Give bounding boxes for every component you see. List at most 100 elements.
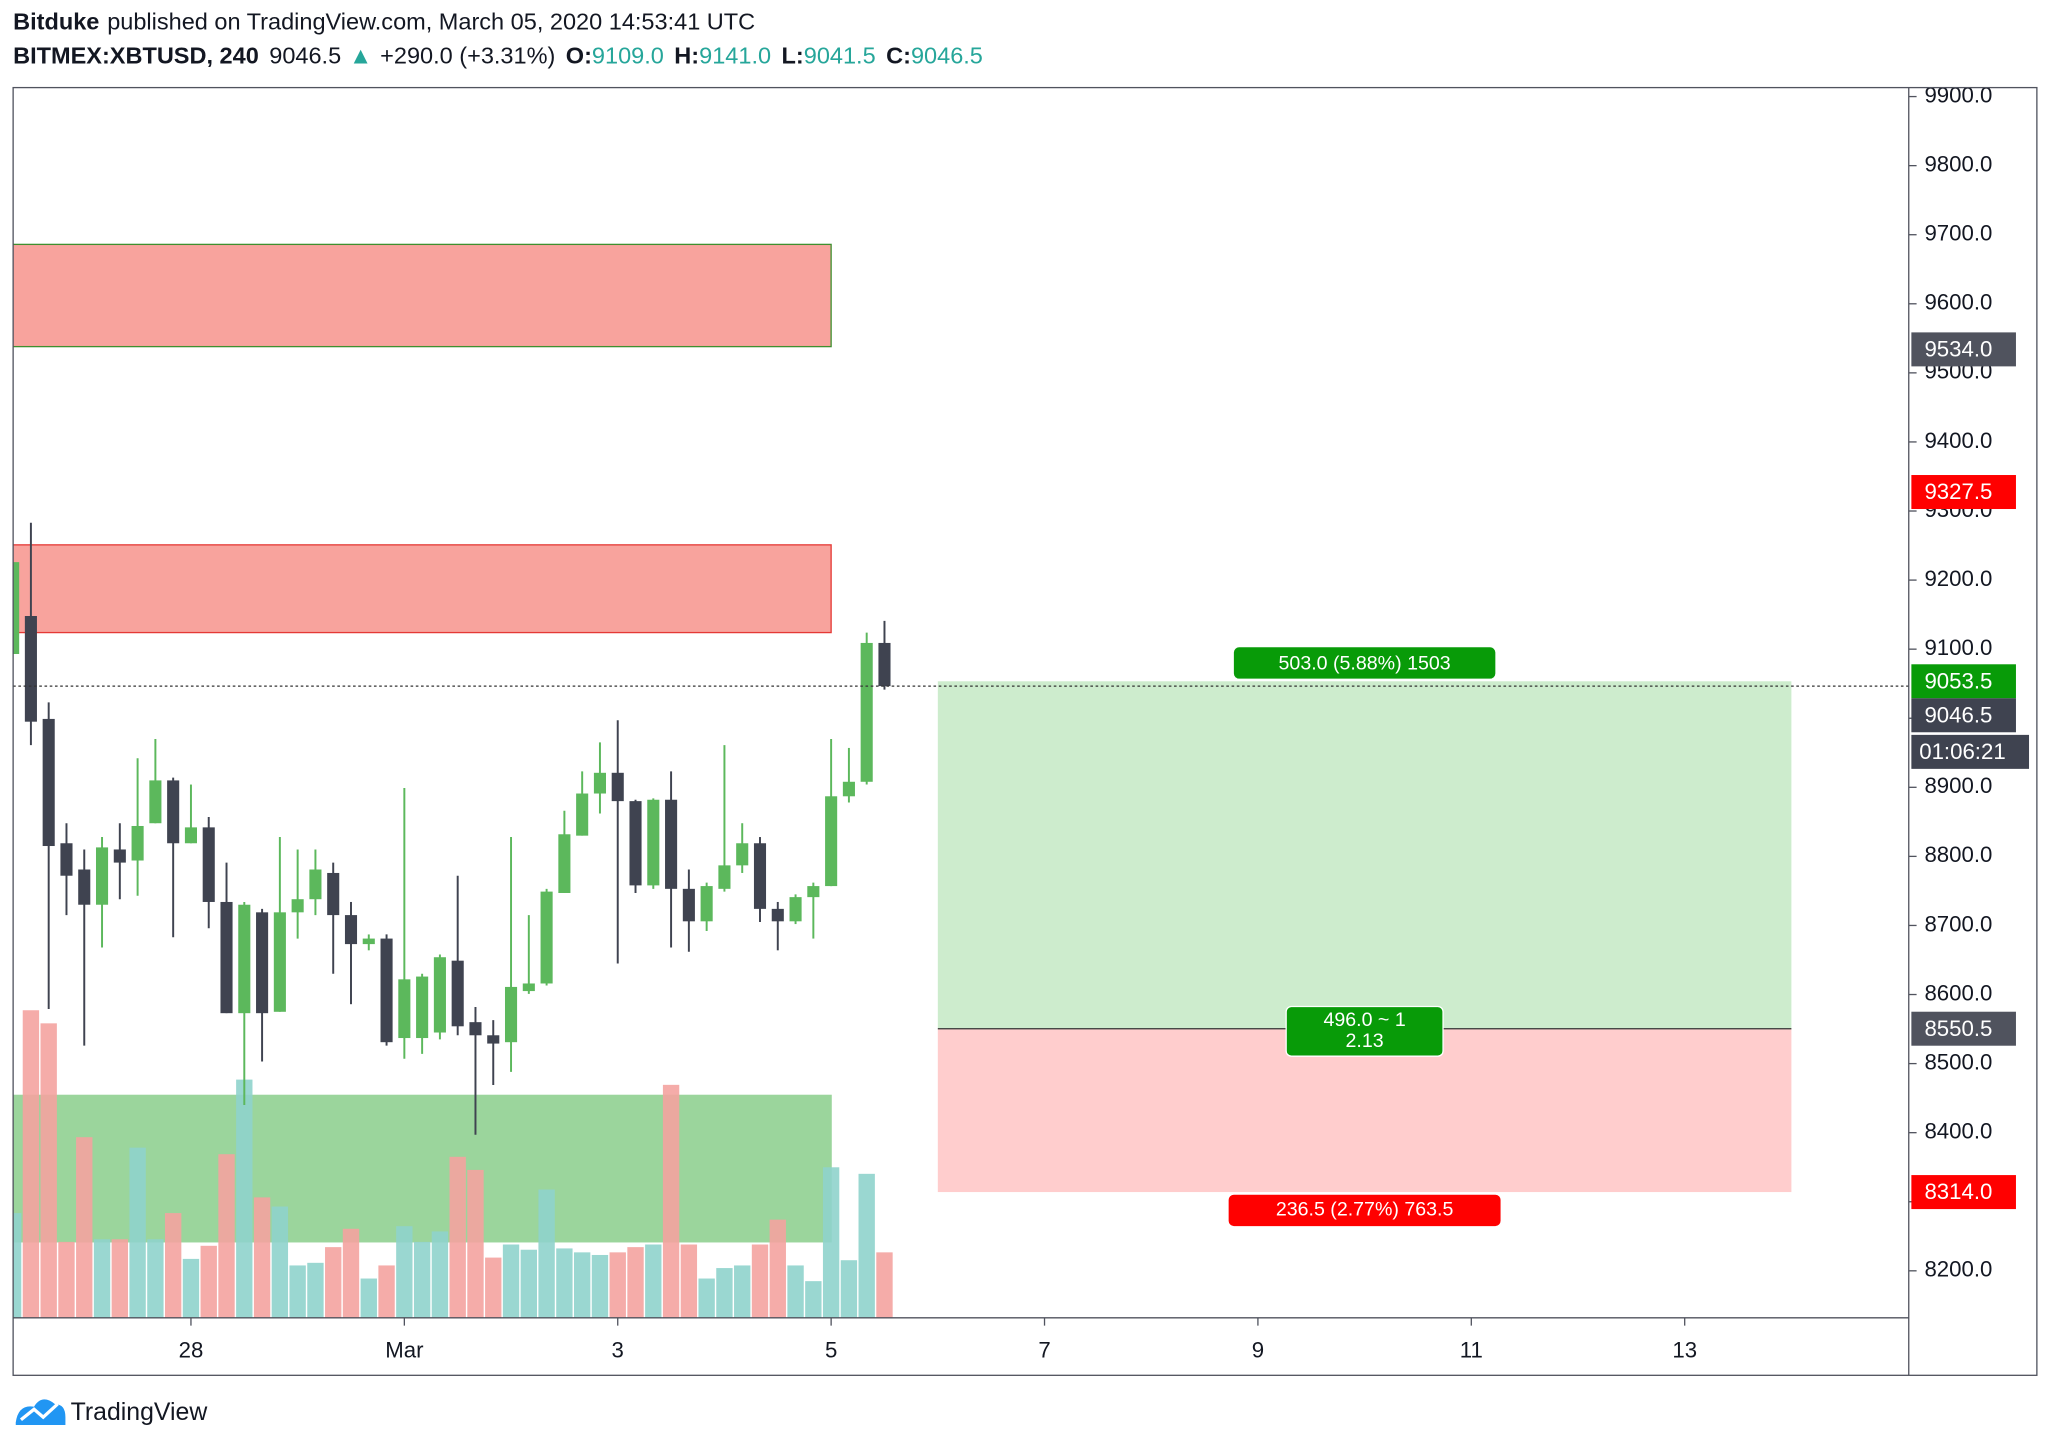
volume-bar: [627, 1247, 644, 1318]
stop-label-box: [1228, 1194, 1501, 1227]
volume-bar: [22, 1010, 40, 1318]
x-tick-label: 5: [825, 1338, 837, 1363]
candle-body: [665, 799, 678, 889]
candle-body: [42, 718, 55, 847]
candle-body: [522, 983, 535, 992]
volume-bar: [164, 1213, 182, 1318]
price-marker: [1911, 475, 2016, 510]
candle-body: [753, 843, 767, 909]
volume-bar: [13, 1213, 22, 1318]
candle-body: [718, 865, 731, 889]
zone: [13, 243, 832, 348]
last: 9046.5: [269, 43, 341, 69]
ratio-label-box: [1285, 1005, 1444, 1057]
volume-bar: [360, 1278, 377, 1318]
candle-body: [95, 847, 109, 905]
volume-bar: [253, 1197, 271, 1318]
volume-bar: [236, 1079, 253, 1318]
logo: [15, 1399, 66, 1425]
volume-bar: [698, 1278, 715, 1318]
candle-body: [593, 772, 606, 794]
candle-body: [13, 562, 20, 654]
candle-body: [202, 827, 215, 902]
volume-bar: [40, 1023, 57, 1318]
ohlc-value: 9141.0: [699, 43, 771, 69]
header-line-2: BITMEX:XBTUSD, 240 9046.5 ▲ +290.0 (+3.31%)…: [13, 43, 983, 69]
ohlc-label: O:: [566, 43, 592, 69]
ohlc-label: C:: [886, 43, 911, 69]
volume-bar: [822, 1167, 840, 1318]
x-tick-label: 11: [1460, 1338, 1483, 1363]
header-line-1: Bitduke published on TradingView.com, Mar…: [13, 9, 755, 35]
volume-bar: [485, 1257, 502, 1318]
candle-body: [700, 886, 713, 922]
candle-body: [362, 938, 375, 945]
target-label: 503.0 (5.88%) 1503: [1279, 652, 1451, 674]
volume-bar: [342, 1228, 360, 1318]
y-tick-label: 8700.0: [1924, 911, 1992, 936]
candle-body: [611, 772, 624, 802]
candle-body: [842, 781, 855, 797]
frame: [12, 86, 2038, 1376]
candle-body: [451, 960, 464, 1027]
candle-body: [184, 827, 197, 844]
volume-bar: [805, 1281, 822, 1318]
price-marker-label: 8314.0: [1924, 1179, 1992, 1204]
volume-bar: [307, 1262, 324, 1318]
y-tick-label: 8800.0: [1924, 842, 1992, 867]
candle-body: [149, 780, 162, 824]
y-tick-label: 9400.0: [1924, 428, 1992, 453]
zone: [13, 1094, 832, 1243]
y-tick-label: 8500.0: [1924, 1049, 1992, 1074]
candle-body: [60, 843, 73, 876]
volume-bar: [645, 1244, 662, 1318]
price-marker: [1911, 664, 2016, 699]
volume-bar: [662, 1084, 680, 1318]
candle-body: [558, 834, 571, 893]
x-tick-label: Mar: [385, 1338, 424, 1363]
volume-bar: [129, 1147, 146, 1318]
candle-body: [540, 891, 553, 984]
logo-cloud: [15, 1399, 66, 1425]
change: +290.0 (+3.31%): [380, 43, 555, 69]
volume-bar: [502, 1244, 520, 1318]
y-tick-label: 8200.0: [1924, 1257, 1992, 1282]
candle-body: [682, 888, 695, 922]
candle-body: [789, 897, 802, 922]
candle-body: [504, 986, 518, 1043]
candle-body: [771, 908, 784, 922]
price-marker: [1911, 332, 2016, 367]
candle-body: [238, 904, 251, 1014]
y-tick-label: 9900.0: [1924, 82, 1992, 107]
position-profit: [937, 681, 1792, 1029]
candle-body: [291, 899, 304, 913]
candle-body: [416, 976, 429, 1039]
y-tick-label: 8600.0: [1924, 980, 1992, 1005]
price-marker-label: 9534.0: [1924, 337, 1992, 362]
candle-body: [807, 886, 820, 898]
candle-body: [576, 793, 589, 836]
volume-bar: [431, 1231, 449, 1318]
volume-bar: [147, 1239, 164, 1318]
y-tick-label: 9600.0: [1924, 290, 1992, 315]
countdown-box: [1911, 734, 2030, 769]
candle-body: [24, 616, 37, 722]
ohlc-value: 9041.5: [804, 43, 876, 69]
volume-bar: [858, 1173, 875, 1318]
volume-bar: [325, 1247, 342, 1318]
candle-body: [256, 912, 269, 1014]
y-tick-label: 9700.0: [1924, 221, 1992, 246]
logo-line: [19, 1402, 59, 1422]
ratio-label: 496.0 ~ 1: [1323, 1009, 1405, 1031]
arrow: ▲: [349, 43, 372, 69]
candle-body: [736, 843, 749, 866]
volume-bar: [76, 1137, 93, 1318]
candle-body: [167, 780, 180, 844]
plot: 503.0 (5.88%) 1503 496.0 ~ 12.13 236.5 (2.…: [13, 243, 1909, 1318]
price-marker-label: 9053.5: [1924, 668, 1992, 693]
countdown: 01:06:21: [1919, 739, 2006, 764]
ohlc-value: 9046.5: [911, 43, 983, 69]
stop-label: 236.5 (2.77%) 763.5: [1276, 1199, 1454, 1221]
